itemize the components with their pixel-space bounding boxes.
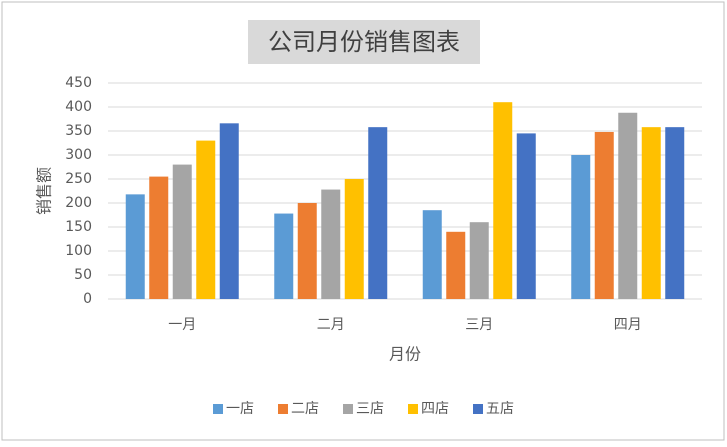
chart-title: 公司月份销售图表 (268, 28, 460, 56)
bar (665, 127, 685, 299)
title-background (248, 20, 480, 64)
bar (125, 194, 145, 299)
x-axis-label: 月份 (389, 345, 421, 364)
y-axis-label: 销售额 (35, 167, 54, 215)
bar (493, 102, 513, 299)
bar (516, 133, 536, 299)
bar (172, 164, 192, 299)
x-tick-label: 二月 (317, 317, 345, 333)
bar (368, 127, 388, 299)
y-tick-label: 100 (65, 243, 92, 259)
x-tick-label: 三月 (465, 317, 493, 333)
bar (422, 210, 442, 299)
bar (196, 140, 216, 299)
y-tick-label: 450 (65, 75, 92, 91)
legend-swatch (408, 404, 418, 414)
legend-swatch (473, 404, 483, 414)
legend-label: 四店 (421, 401, 449, 417)
legend-label: 三店 (356, 401, 384, 417)
bar (297, 203, 317, 299)
bar (446, 231, 466, 299)
x-tick-label: 四月 (614, 317, 642, 333)
bar (274, 213, 294, 299)
bar (219, 123, 239, 299)
legend-label: 二店 (291, 401, 319, 417)
y-tick-label: 200 (65, 195, 92, 211)
legend-swatch (343, 404, 353, 414)
legend-label: 五店 (486, 401, 514, 417)
bar (618, 112, 638, 299)
y-tick-label: 300 (65, 147, 92, 163)
y-tick-label: 400 (65, 99, 92, 115)
bar (594, 131, 614, 299)
y-tick-label: 350 (65, 123, 92, 139)
y-tick-label: 150 (65, 219, 92, 235)
y-tick-label: 0 (83, 291, 92, 307)
y-tick-label: 50 (74, 267, 92, 283)
bar (571, 155, 591, 299)
bar (641, 127, 661, 299)
legend-label: 一店 (226, 401, 254, 417)
legend-swatch (278, 404, 288, 414)
x-tick-label: 一月 (168, 317, 196, 333)
bar (469, 222, 489, 299)
bar (149, 176, 169, 299)
bar (344, 179, 364, 299)
legend-swatch (213, 404, 223, 414)
bar (321, 189, 341, 299)
y-tick-label: 250 (65, 171, 92, 187)
